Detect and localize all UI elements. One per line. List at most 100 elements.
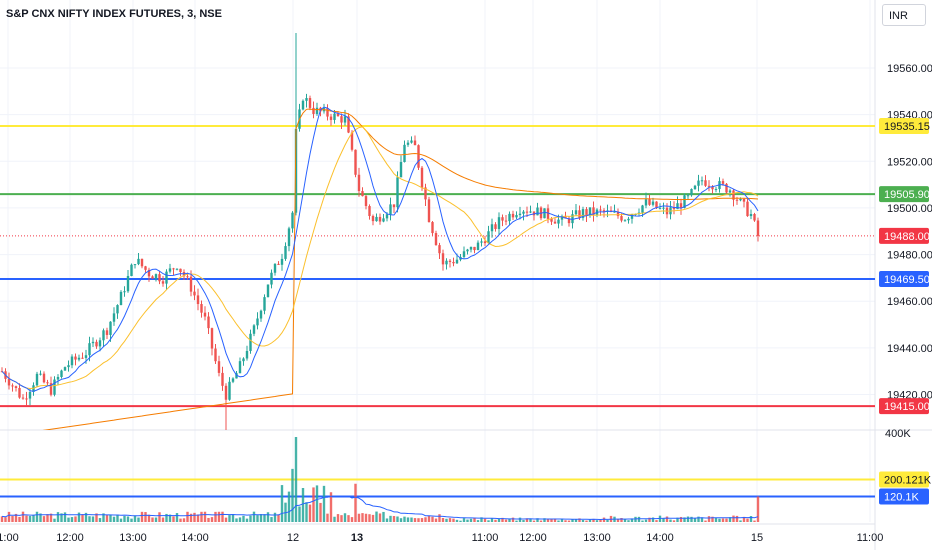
volume-bar[interactable]: [466, 519, 469, 522]
volume-bar[interactable]: [147, 514, 151, 522]
volume-bar[interactable]: [231, 514, 235, 522]
volume-bar[interactable]: [662, 517, 665, 522]
volume-bar[interactable]: [39, 513, 42, 522]
candle[interactable]: [627, 216, 630, 224]
candle[interactable]: [112, 307, 116, 326]
volume-bar[interactable]: [189, 513, 193, 522]
volume-bar[interactable]: [616, 518, 620, 522]
candle[interactable]: [245, 345, 249, 361]
candle[interactable]: [102, 328, 105, 347]
volume-bar[interactable]: [417, 518, 420, 522]
volume-bar[interactable]: [137, 517, 140, 522]
candle[interactable]: [490, 218, 494, 238]
volume-bar[interactable]: [277, 514, 280, 522]
candle[interactable]: [88, 336, 91, 362]
volume-bar[interactable]: [455, 519, 459, 522]
candle[interactable]: [441, 249, 445, 271]
candle[interactable]: [7, 372, 11, 390]
volume-bar[interactable]: [557, 520, 560, 522]
volume-bar[interactable]: [620, 518, 623, 522]
volume-bar[interactable]: [406, 517, 410, 522]
candle[interactable]: [756, 217, 760, 242]
candle[interactable]: [46, 379, 49, 386]
candle[interactable]: [368, 204, 371, 220]
candle[interactable]: [497, 212, 501, 236]
volume-bar[interactable]: [504, 519, 508, 522]
candle[interactable]: [382, 214, 385, 223]
candle[interactable]: [147, 267, 151, 282]
candle[interactable]: [683, 193, 686, 209]
candle[interactable]: [326, 104, 329, 121]
volume-bar[interactable]: [697, 516, 700, 522]
volume-bar[interactable]: [179, 518, 182, 522]
volume-bar[interactable]: [228, 515, 231, 522]
volume-bar[interactable]: [445, 518, 448, 522]
candle[interactable]: [256, 312, 259, 330]
volume-bar[interactable]: [595, 520, 599, 522]
candle[interactable]: [340, 113, 343, 130]
volume-bar[interactable]: [21, 511, 25, 522]
volume-bar[interactable]: [95, 513, 98, 522]
volume-bar[interactable]: [735, 515, 739, 522]
volume-bar[interactable]: [410, 517, 413, 522]
candle[interactable]: [434, 230, 438, 246]
volume-bar[interactable]: [207, 517, 210, 522]
volume-bar[interactable]: [116, 514, 119, 522]
volume-bar[interactable]: [473, 517, 476, 522]
volume-bar[interactable]: [175, 513, 179, 522]
volume-bar[interactable]: [567, 520, 571, 522]
candle[interactable]: [501, 214, 504, 227]
volume-bar[interactable]: [259, 514, 263, 522]
candle[interactable]: [217, 355, 221, 377]
candle[interactable]: [515, 211, 518, 220]
volume-bar[interactable]: [378, 513, 382, 522]
candle[interactable]: [74, 353, 77, 366]
candle[interactable]: [273, 263, 277, 276]
candle[interactable]: [98, 337, 102, 352]
candle[interactable]: [130, 263, 133, 277]
volume-bar[interactable]: [301, 488, 305, 522]
volume-bar[interactable]: [676, 517, 679, 522]
volume-bar[interactable]: [728, 517, 732, 522]
volume-bar[interactable]: [151, 517, 154, 522]
volume-bar[interactable]: [427, 515, 431, 522]
volume-bar[interactable]: [637, 516, 641, 522]
candle[interactable]: [504, 215, 508, 226]
volume-bar[interactable]: [154, 517, 158, 522]
volume-bar[interactable]: [375, 511, 378, 522]
volume-bar[interactable]: [648, 517, 651, 522]
candle[interactable]: [280, 253, 284, 271]
volume-bar[interactable]: [721, 518, 725, 522]
volume-bar[interactable]: [214, 511, 217, 522]
candle[interactable]: [81, 352, 84, 359]
volume-bar[interactable]: [25, 515, 28, 522]
volume-bar[interactable]: [592, 518, 595, 522]
candle[interactable]: [473, 246, 476, 254]
candle[interactable]: [466, 248, 469, 255]
candle[interactable]: [714, 186, 718, 193]
candle[interactable]: [592, 201, 595, 222]
volume-bar[interactable]: [196, 514, 200, 522]
volume-bar[interactable]: [700, 517, 704, 522]
volume-bar[interactable]: [326, 513, 329, 522]
volume-bar[interactable]: [389, 515, 392, 522]
volume-bar[interactable]: [340, 515, 343, 522]
volume-bar[interactable]: [746, 518, 749, 522]
candle[interactable]: [399, 155, 403, 178]
volume-bar[interactable]: [578, 518, 581, 522]
candle[interactable]: [105, 327, 109, 340]
volume-bar[interactable]: [725, 518, 728, 522]
candle[interactable]: [151, 275, 154, 279]
candle[interactable]: [588, 207, 592, 218]
volume-bar[interactable]: [574, 519, 578, 522]
volume-bar[interactable]: [396, 516, 399, 522]
volume-bar[interactable]: [459, 520, 462, 522]
candle[interactable]: [529, 205, 532, 214]
volume-bar[interactable]: [749, 516, 753, 522]
candle[interactable]: [172, 267, 175, 276]
volume-bar[interactable]: [336, 514, 340, 522]
candle[interactable]: [123, 286, 126, 297]
volume-bar[interactable]: [98, 518, 102, 522]
volume-bar[interactable]: [280, 485, 284, 522]
